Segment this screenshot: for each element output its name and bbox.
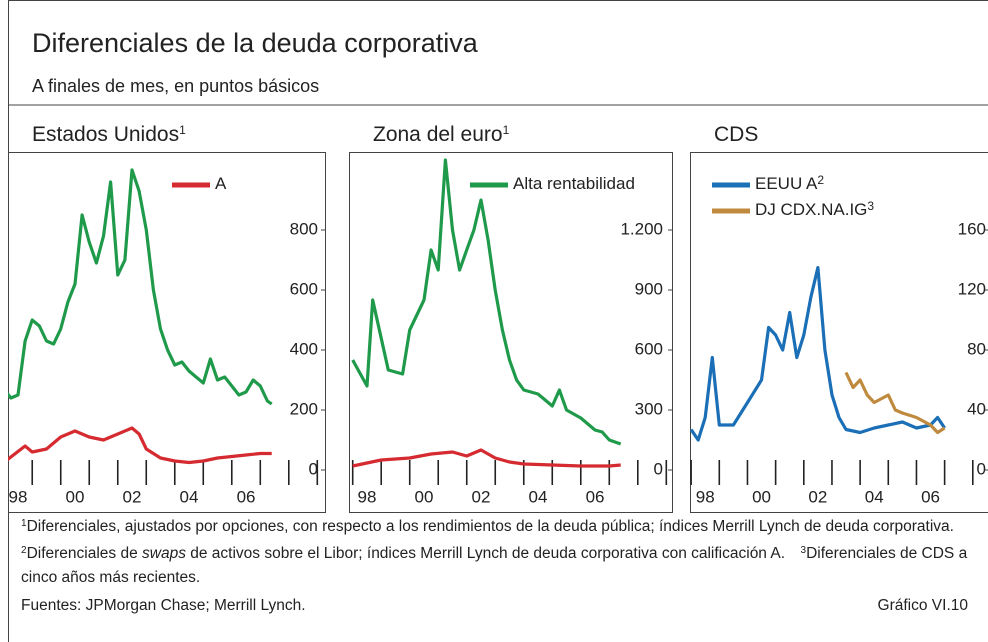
x-tick-label: 00 <box>415 487 434 506</box>
text-part: EEUU A <box>755 174 818 193</box>
line-series <box>8 426 272 465</box>
title: Diferenciales de la deuda corporativa <box>32 28 479 58</box>
y-tick-label: 0 <box>309 459 318 478</box>
plot: 0 40 80 120 160 98 00 02 04 06 <box>690 219 988 506</box>
superscript: 1 <box>503 123 510 137</box>
x-tick-label: 00 <box>66 487 85 506</box>
superscript: 2 <box>817 173 824 187</box>
line-series <box>8 168 273 406</box>
note-marker: 1 <box>21 518 27 529</box>
y-tick-label: 40 <box>967 399 986 418</box>
note-marker: 2 <box>21 545 27 556</box>
y-tick-label: 120 <box>958 279 986 298</box>
y-tick-label: 160 <box>958 219 986 238</box>
x-tick-label: 06 <box>921 487 940 506</box>
y-tick-label: 80 <box>967 339 986 358</box>
text-part: CDS <box>714 123 758 146</box>
x-tick-label: 02 <box>472 487 491 506</box>
note-text: Diferenciales de <box>26 545 143 562</box>
line-series <box>844 371 946 435</box>
text-part: DJ CDX.NA.IG <box>755 200 867 219</box>
legend-label: A <box>215 174 227 193</box>
plot: 0 200 400 600 800 98 00 02 04 06 <box>8 168 325 506</box>
superscript: 1 <box>179 123 186 137</box>
x-tick-label: 04 <box>529 487 548 506</box>
panel-title: Zona del euro1 <box>373 123 510 146</box>
x-tick-label: 06 <box>586 487 605 506</box>
x-tick-label: 04 <box>865 487 884 506</box>
subtitle: A finales de mes, en puntos básicos <box>32 76 319 96</box>
x-tick-label: 04 <box>180 487 199 506</box>
note-italic: swaps <box>142 545 186 562</box>
y-tick-label: 300 <box>635 399 663 418</box>
y-tick-label: 0 <box>654 459 663 478</box>
y-tick-label: 900 <box>635 279 663 298</box>
panel-title: CDS <box>714 123 758 146</box>
y-tick-label: 200 <box>290 399 318 418</box>
note-text: de activos sobre el Libor; índices Merri… <box>185 545 786 562</box>
figure-label: Gráfico VI.10 <box>877 597 968 614</box>
legend-label: EEUU A2 <box>755 173 824 194</box>
source: Fuentes: JPMorgan Chase; Merrill Lynch. <box>21 597 306 614</box>
footer: Fuentes: JPMorgan Chase; Merrill Lynch. G… <box>21 597 968 615</box>
line-series <box>352 448 621 468</box>
y-tick-label: 400 <box>290 339 318 358</box>
legend-label: DJ CDX.NA.IG3 <box>755 199 874 220</box>
note-text: Diferenciales, ajustados por opciones, c… <box>26 518 954 535</box>
x-tick-label: 02 <box>123 487 142 506</box>
line-series <box>351 158 622 446</box>
x-tick-label: 00 <box>752 487 771 506</box>
x-tick-label: 02 <box>808 487 827 506</box>
text-part: Zona del euro <box>373 123 503 146</box>
text-part: A <box>215 174 227 193</box>
plot: 0 300 600 900 1.200 98 00 02 04 06 <box>351 158 672 506</box>
panel <box>8 152 326 513</box>
text-part: Alta rentabilidad <box>513 174 635 193</box>
x-tick-label: 98 <box>357 487 376 506</box>
superscript: 3 <box>867 199 874 213</box>
y-tick-label: 1.200 <box>620 219 663 238</box>
x-tick-label: 06 <box>237 487 256 506</box>
text-part: Estados Unidos <box>32 123 179 146</box>
y-tick-label: 600 <box>635 339 663 358</box>
line-series <box>690 265 946 442</box>
footnotes: 1Diferenciales, ajustados por opciones, … <box>21 512 983 590</box>
x-tick-label: 98 <box>9 487 28 506</box>
panel-title: Estados Unidos1 <box>32 123 186 146</box>
note-text: Diferenciales de CDS a cinco años más re… <box>21 545 968 586</box>
panel <box>690 152 988 513</box>
note-marker: 3 <box>800 545 807 556</box>
y-tick-label: 600 <box>290 279 318 298</box>
legend-label: Alta rentabilidad <box>513 174 635 193</box>
x-tick-label: 98 <box>696 487 715 506</box>
y-tick-label: 0 <box>977 459 986 478</box>
panel <box>349 152 673 513</box>
y-tick-label: 800 <box>290 219 318 238</box>
